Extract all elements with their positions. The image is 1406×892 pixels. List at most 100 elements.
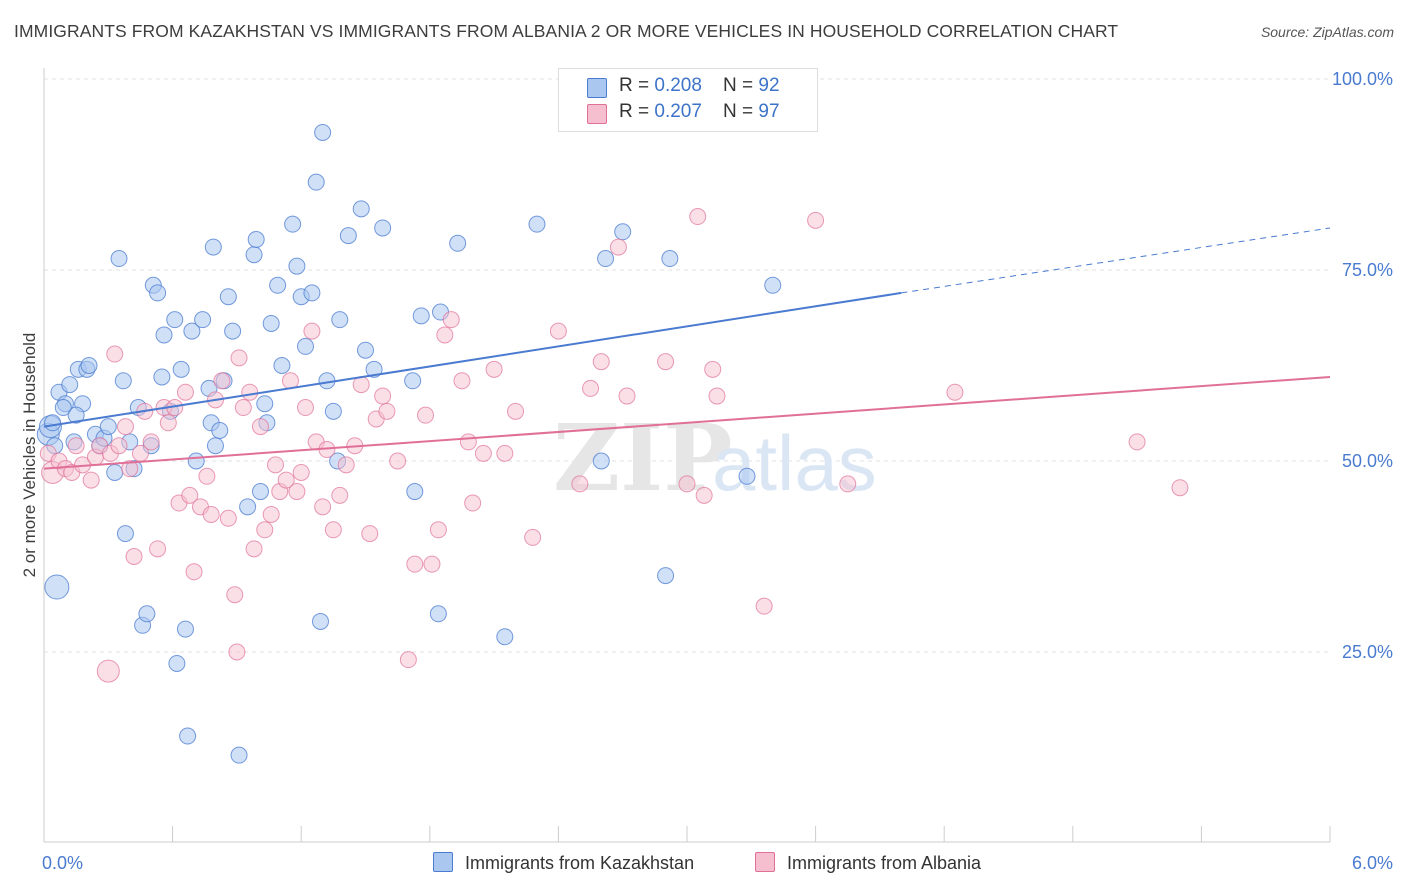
- data-point-albania: [657, 353, 675, 371]
- x-tick-label: 0.0%: [42, 853, 83, 873]
- data-point-kazakhstan: [44, 414, 62, 432]
- data-point-kazakhstan: [404, 372, 422, 390]
- legend-n-label: N =: [723, 75, 759, 96]
- data-point-albania: [181, 486, 199, 504]
- x-tick-label: 6.0%: [1352, 853, 1393, 873]
- bottom-legend-label: Immigrants from Kazakhstan: [465, 853, 695, 873]
- data-point-albania: [678, 475, 696, 493]
- data-point-albania: [288, 483, 306, 501]
- data-point-albania: [256, 521, 274, 539]
- data-point-albania: [442, 311, 460, 329]
- data-point-albania: [429, 521, 447, 539]
- data-point-albania: [1171, 479, 1189, 497]
- data-point-kazakhstan: [429, 605, 447, 623]
- data-point-kazakhstan: [99, 418, 117, 436]
- legend-r-label: R =: [619, 101, 655, 122]
- tick-labels: 25.0% 50.0% 75.0% 100.0% 0.0% 6.0%: [42, 69, 1393, 873]
- data-point-albania: [234, 399, 252, 417]
- data-point-albania: [695, 486, 713, 504]
- data-point-albania: [464, 494, 482, 512]
- data-point-albania: [755, 597, 773, 615]
- data-point-albania: [571, 475, 589, 493]
- data-point-albania: [496, 444, 514, 462]
- bottom-legend-kazakhstan: Immigrants from Kazakhstan: [433, 852, 694, 874]
- data-point-albania: [708, 387, 726, 405]
- data-point-kazakhstan: [206, 437, 224, 455]
- data-point-kazakhstan: [116, 525, 134, 543]
- data-point-albania: [96, 659, 120, 683]
- data-point-albania: [807, 211, 825, 229]
- data-point-albania: [202, 505, 220, 523]
- data-point-albania: [82, 471, 100, 489]
- legend-n-value: 92: [758, 75, 780, 96]
- data-point-kazakhstan: [176, 620, 194, 638]
- data-point-albania: [389, 452, 407, 470]
- data-point-albania: [618, 387, 636, 405]
- data-point-albania: [524, 528, 542, 546]
- data-point-albania: [266, 456, 284, 474]
- data-point-kazakhstan: [496, 628, 514, 646]
- data-point-albania: [262, 505, 280, 523]
- data-point-kazakhstan: [592, 452, 610, 470]
- data-point-albania: [324, 521, 342, 539]
- data-point-kazakhstan: [764, 276, 782, 294]
- data-point-albania: [213, 372, 231, 390]
- bottom-legend-label: Immigrants from Albania: [787, 853, 982, 873]
- data-point-albania: [436, 326, 454, 344]
- data-point-kazakhstan: [303, 284, 321, 302]
- data-point-kazakhstan: [245, 246, 263, 264]
- legend-r-label: R =: [619, 75, 655, 96]
- data-point-kazakhstan: [311, 612, 329, 630]
- legend-r-value: 0.208: [654, 75, 702, 96]
- data-point-albania: [228, 643, 246, 661]
- data-point-kazakhstan: [219, 288, 237, 306]
- data-point-kazakhstan: [314, 123, 332, 141]
- data-point-kazakhstan: [224, 322, 242, 340]
- data-point-albania: [946, 383, 964, 401]
- data-point-kazakhstan: [187, 452, 205, 470]
- data-point-albania: [176, 383, 194, 401]
- data-point-albania: [125, 548, 143, 565]
- legend-n-value: 97: [758, 101, 780, 122]
- data-point-kazakhstan: [406, 483, 424, 501]
- y-tick-label: 75.0%: [1342, 260, 1393, 280]
- data-point-kazakhstan: [374, 219, 392, 237]
- data-point-albania: [417, 406, 435, 424]
- data-point-kazakhstan: [288, 257, 306, 275]
- data-point-kazakhstan: [166, 311, 184, 329]
- data-point-albania: [296, 399, 314, 417]
- data-point-kazakhstan: [106, 463, 124, 481]
- source-label: Source: ZipAtlas.com: [1260, 24, 1394, 40]
- data-point-albania: [110, 437, 128, 455]
- data-point-kazakhstan: [307, 173, 325, 191]
- data-point-kazakhstan: [339, 227, 357, 245]
- data-point-kazakhstan: [597, 250, 615, 268]
- data-point-kazakhstan: [352, 200, 370, 218]
- data-point-kazakhstan: [183, 322, 201, 340]
- legend-n-label: N =: [723, 101, 759, 122]
- legend-swatch-pink: [587, 104, 607, 124]
- bottom-legend-swatch-blue: [433, 852, 453, 872]
- data-point-albania: [67, 437, 85, 455]
- data-point-albania: [406, 555, 424, 573]
- data-point-kazakhstan: [54, 399, 72, 417]
- series-albania: [39, 208, 1189, 683]
- data-point-albania: [230, 349, 248, 367]
- data-point-kazakhstan: [168, 654, 186, 672]
- data-point-kazakhstan: [155, 326, 173, 344]
- data-point-albania: [219, 509, 237, 527]
- data-point-albania: [423, 555, 441, 573]
- data-point-kazakhstan: [251, 483, 269, 501]
- data-point-kazakhstan: [114, 372, 132, 390]
- data-point-albania: [459, 433, 477, 451]
- data-point-kazakhstan: [67, 406, 85, 424]
- data-point-albania: [251, 418, 269, 436]
- data-point-albania: [198, 467, 216, 485]
- data-point-kazakhstan: [172, 360, 190, 378]
- data-point-albania: [374, 387, 392, 405]
- data-point-albania: [399, 651, 417, 669]
- data-point-kazakhstan: [262, 314, 280, 332]
- y-tick-label: 100.0%: [1332, 69, 1393, 89]
- data-point-kazakhstan: [296, 337, 314, 355]
